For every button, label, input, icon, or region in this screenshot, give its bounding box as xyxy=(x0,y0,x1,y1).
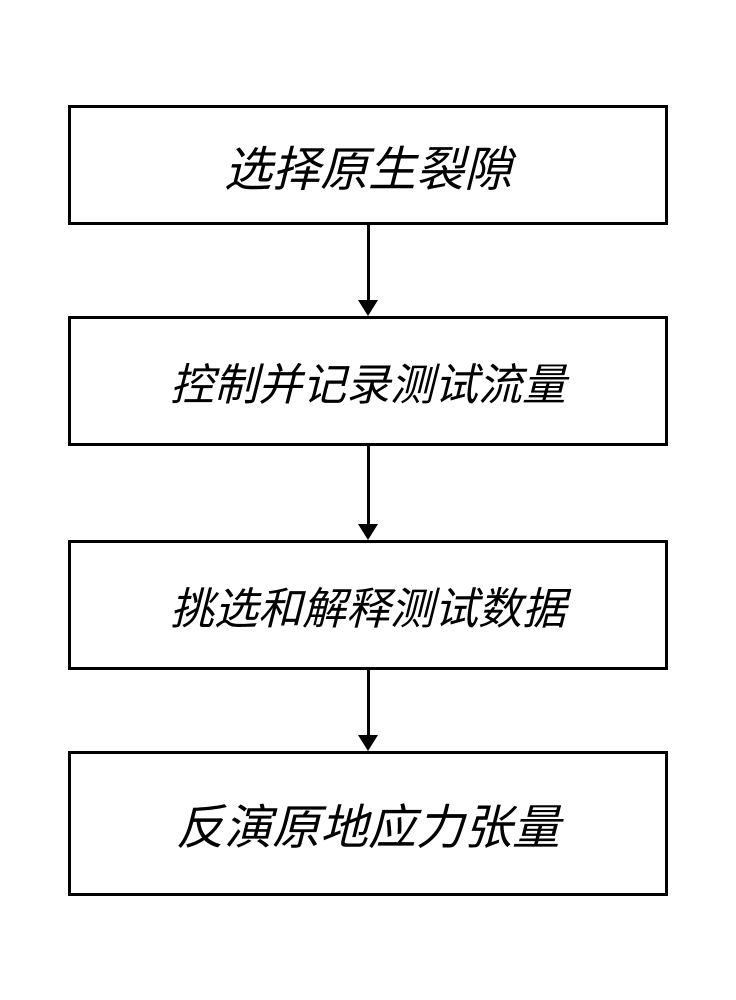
flowchart-step-4: 反演原地应力张量 xyxy=(68,751,668,896)
arrow-1 xyxy=(358,225,378,316)
flowchart-step-3: 挑选和解释测试数据 xyxy=(68,540,668,670)
flowchart-step-2: 控制并记录测试流量 xyxy=(68,316,668,446)
flowchart-container: 选择原生裂隙 控制并记录测试流量 挑选和解释测试数据 反演原地应力张量 xyxy=(50,105,686,896)
flowchart-step-1: 选择原生裂隙 xyxy=(68,105,668,225)
arrow-3 xyxy=(358,670,378,751)
arrow-2 xyxy=(358,446,378,540)
